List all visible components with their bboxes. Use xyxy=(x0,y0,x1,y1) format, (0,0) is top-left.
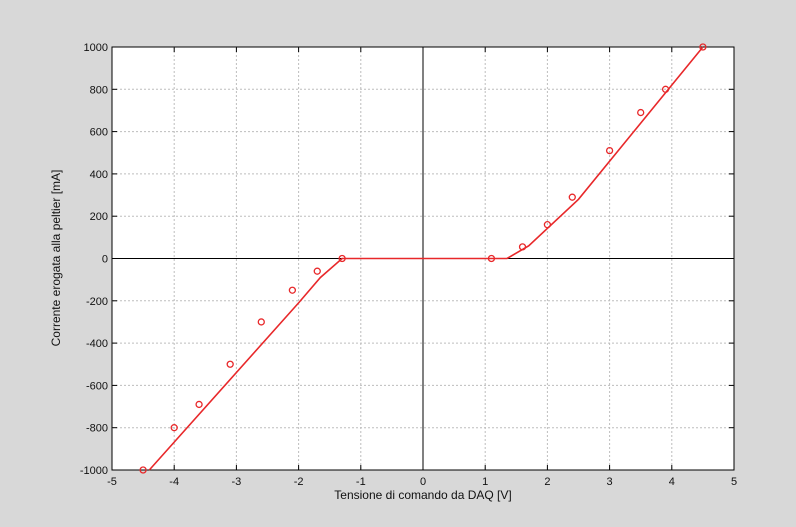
x-tick-label: -5 xyxy=(107,476,117,488)
data-point-marker xyxy=(288,286,297,294)
x-tick-label: -1 xyxy=(356,476,366,488)
x-tick-label: 2 xyxy=(544,476,550,488)
data-point-marker xyxy=(661,85,670,93)
y-tick-label: -400 xyxy=(86,338,108,350)
data-point-marker xyxy=(487,254,496,263)
ticks: -5 -4 -3 -2 -1 0 1 2 3 4 5 -1000 -800 -600 -400 -200 0 20… xyxy=(80,42,737,488)
y-tick-label: 200 xyxy=(90,211,108,223)
x-axis-label: Tensione di comando da DAQ [V] xyxy=(334,488,511,502)
y-tick-label: -1000 xyxy=(80,465,108,477)
y-tick-label: 800 xyxy=(90,84,108,96)
data-point-marker xyxy=(605,146,614,155)
series xyxy=(139,43,707,474)
data-point-marker xyxy=(543,221,552,229)
y-tick-label: -200 xyxy=(86,296,108,308)
data-point-marker xyxy=(257,318,265,326)
x-tick-label: -2 xyxy=(294,476,304,488)
data-point-marker xyxy=(568,193,576,201)
x-tick-label: 1 xyxy=(482,476,488,488)
data-point-marker xyxy=(699,43,707,51)
data-point-marker xyxy=(637,108,645,117)
data-point-marker xyxy=(226,360,234,368)
data-point-marker xyxy=(195,400,203,409)
y-tick-label: 400 xyxy=(90,169,108,181)
data-point-marker xyxy=(338,254,346,263)
fit-line xyxy=(148,46,704,471)
y-tick-label: 0 xyxy=(102,254,108,266)
x-tick-label: 0 xyxy=(420,476,426,488)
data-point-marker xyxy=(170,424,178,432)
y-tick-label: -600 xyxy=(86,380,108,392)
data-point-marker xyxy=(518,243,527,251)
y-tick-label: -800 xyxy=(86,423,108,435)
x-tick-label: -3 xyxy=(232,476,242,488)
x-tick-label: 5 xyxy=(731,476,737,488)
data-point-marker xyxy=(139,466,147,474)
data-point-marker xyxy=(313,267,321,275)
y-tick-label: 1000 xyxy=(84,42,108,54)
y-axis-label: Corrente erogata alla peltier [mA] xyxy=(49,170,63,347)
y-tick-label: 600 xyxy=(90,127,108,139)
x-tick-label: -4 xyxy=(169,476,179,488)
x-tick-label: 3 xyxy=(607,476,613,488)
x-tick-label: 4 xyxy=(669,476,675,488)
